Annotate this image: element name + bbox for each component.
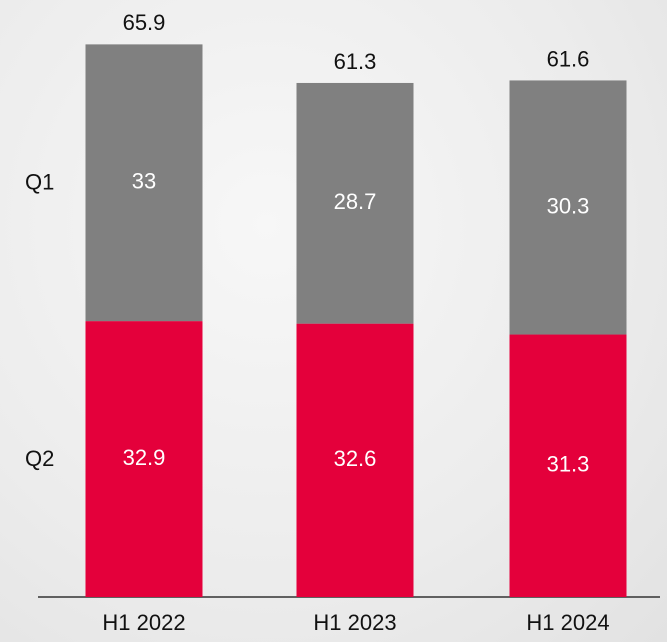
bar-segment — [296, 82, 414, 324]
bar-segment — [85, 321, 203, 597]
total-label: 65.9 — [123, 10, 166, 35]
data-label: 30.3 — [547, 193, 590, 218]
data-label: 33 — [132, 169, 156, 194]
x-tick-label: H1 2023 — [313, 610, 396, 635]
bar-segment — [509, 80, 627, 335]
x-tick-label: H1 2024 — [526, 610, 609, 635]
data-label: 28.7 — [334, 189, 377, 214]
legend-label: Q1 — [25, 170, 54, 195]
total-label: 61.6 — [547, 46, 590, 71]
bar-segment — [85, 44, 203, 322]
bar-segment — [296, 323, 414, 597]
data-label: 32.9 — [123, 445, 166, 470]
legend-label: Q2 — [25, 446, 54, 471]
data-label: 32.6 — [334, 446, 377, 471]
data-label: 31.3 — [547, 452, 590, 477]
x-tick-label: H1 2022 — [102, 610, 185, 635]
total-label: 61.3 — [334, 49, 377, 74]
bar-segment — [509, 334, 627, 597]
